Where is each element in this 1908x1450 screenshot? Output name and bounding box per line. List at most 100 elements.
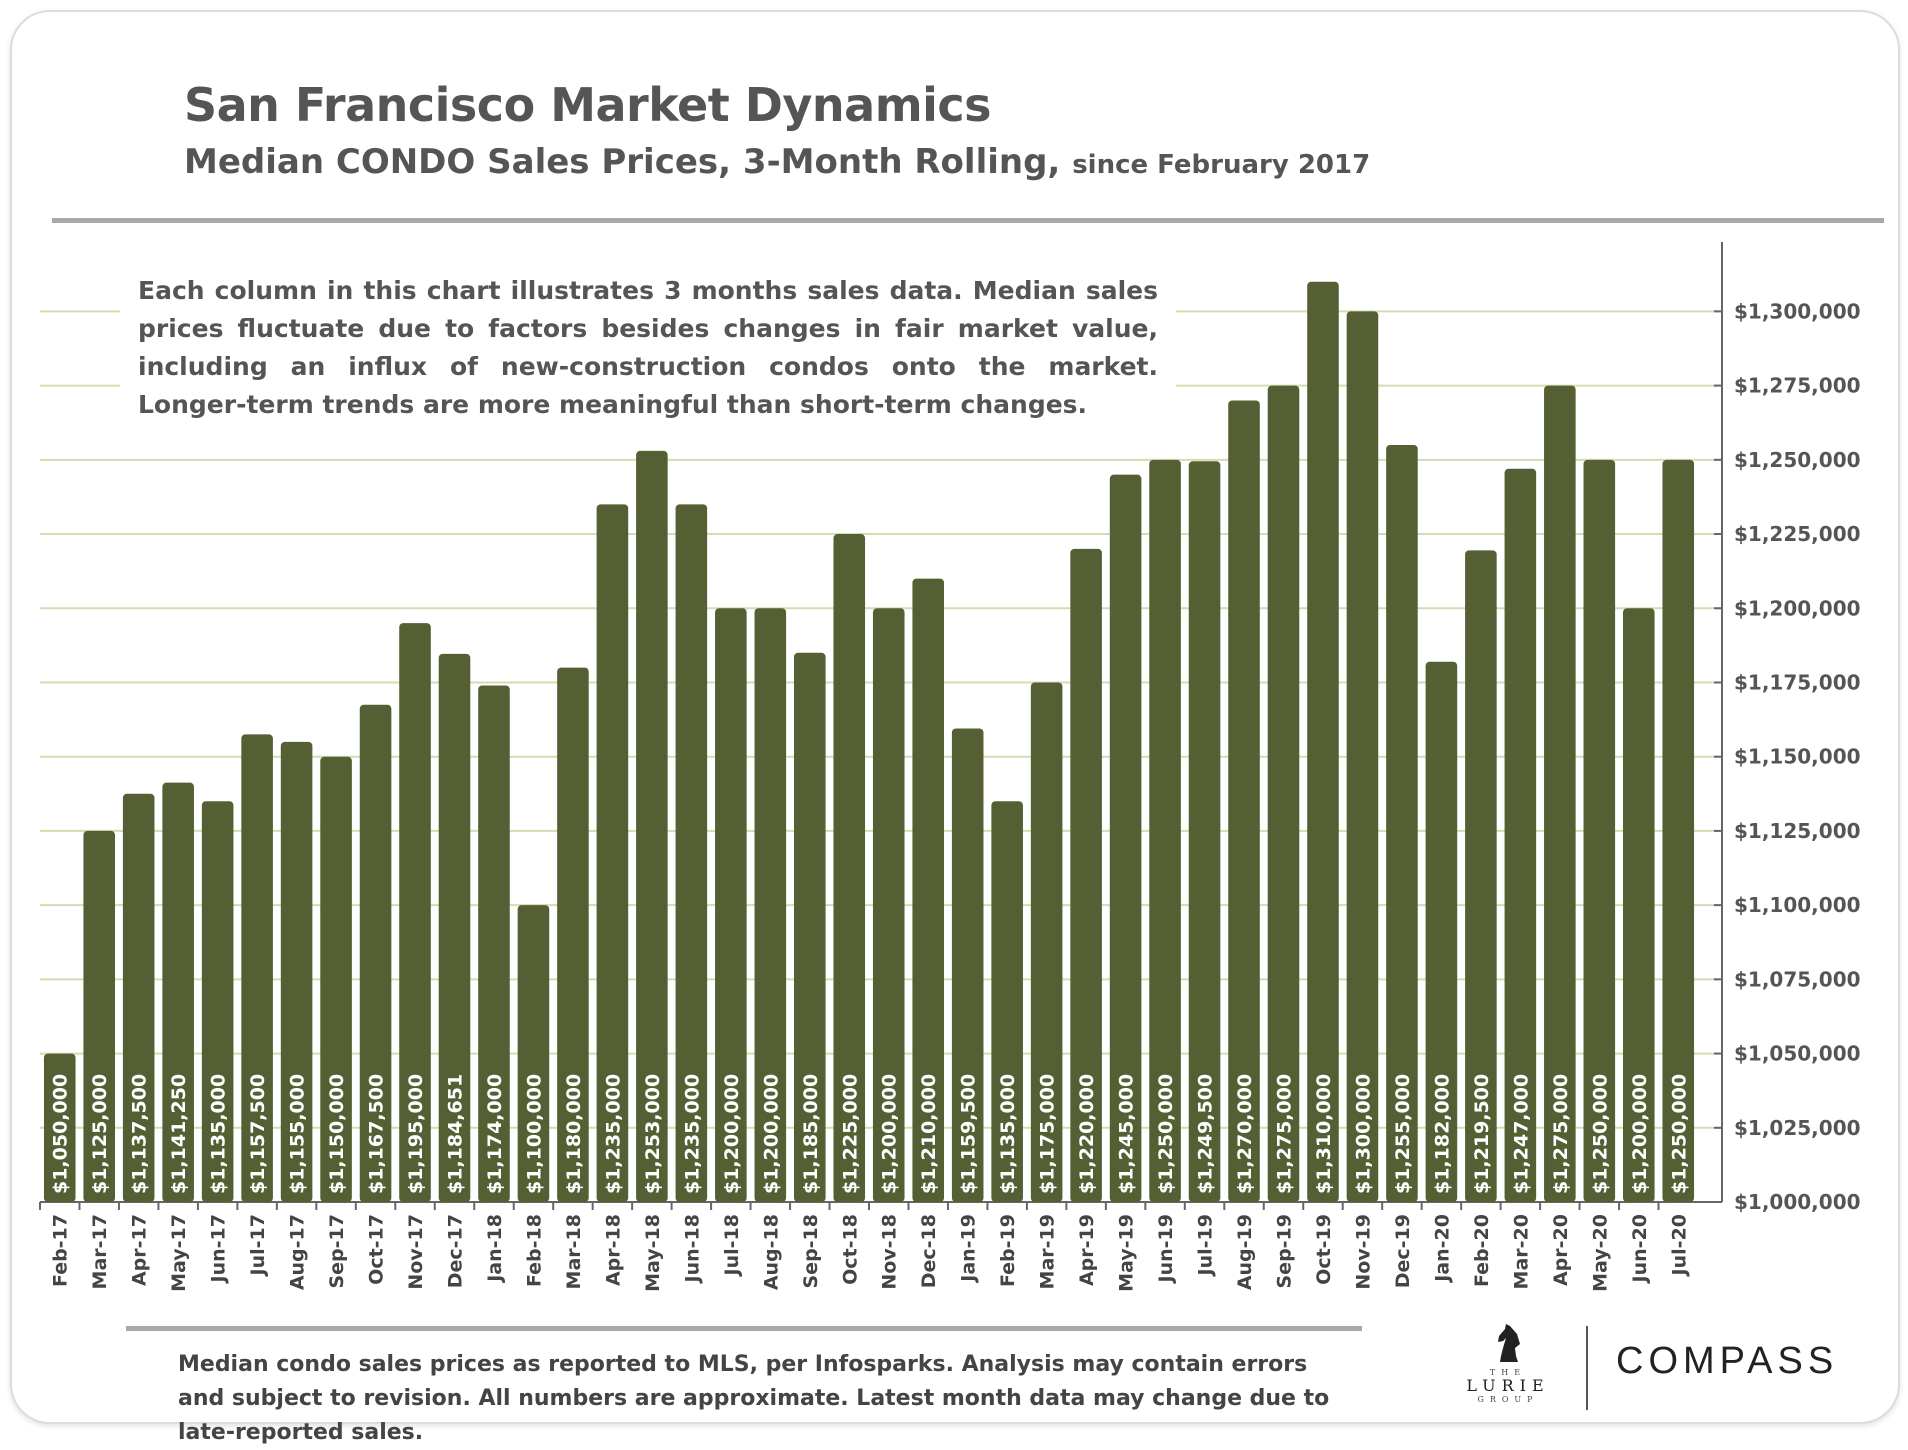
bar: [991, 801, 1023, 1202]
bar-data-label: $1,180,000: [563, 1074, 585, 1194]
x-tick-label: May-18: [642, 1214, 664, 1292]
x-tick-label: Oct-19: [1313, 1214, 1335, 1285]
y-tick-label: $1,225,000: [1734, 522, 1861, 546]
bar-data-label: $1,249,500: [1195, 1074, 1217, 1194]
bar-data-label: $1,225,000: [839, 1074, 861, 1194]
x-tick-label: Sep-19: [1274, 1214, 1296, 1289]
lurie-group: GROUP: [1477, 1395, 1539, 1404]
bar: [122, 793, 155, 1202]
y-tick-label: $1,025,000: [1734, 1116, 1861, 1140]
bar-data-label: $1,174,000: [484, 1074, 506, 1194]
bar: [1228, 400, 1260, 1202]
bar: [1188, 461, 1221, 1202]
x-tick-label: Nov-17: [405, 1214, 427, 1290]
bar: [715, 608, 747, 1202]
bar: [1307, 281, 1339, 1202]
bar: [557, 667, 589, 1202]
bar: [833, 534, 866, 1202]
subtitle-main: Median CONDO Sales Prices, 3-Month Rolli…: [184, 142, 1061, 182]
x-tick-label: May-20: [1589, 1214, 1611, 1292]
bar: [1346, 311, 1379, 1202]
x-tick-label: Aug-19: [1234, 1214, 1256, 1290]
x-tick-label: Mar-19: [1037, 1214, 1059, 1289]
x-tick-label: Feb-18: [523, 1214, 545, 1287]
bar: [754, 608, 787, 1202]
x-tick-label: Apr-18: [602, 1214, 624, 1286]
bar: [43, 1053, 76, 1202]
bar-data-label: $1,250,000: [1668, 1074, 1690, 1194]
bar-data-label: $1,200,000: [760, 1074, 782, 1194]
bar-data-label: $1,125,000: [89, 1074, 111, 1194]
bar: [83, 830, 116, 1202]
x-tick-label: Aug-17: [287, 1214, 309, 1290]
bar-data-label: $1,155,000: [287, 1074, 309, 1194]
x-tick-label: Jul-17: [247, 1214, 269, 1277]
bar: [1622, 608, 1655, 1202]
bar-data-label: $1,200,000: [721, 1074, 743, 1194]
x-tick-label: Nov-19: [1352, 1214, 1374, 1290]
bar: [1465, 550, 1497, 1202]
logo-divider: [1586, 1326, 1588, 1410]
bar-data-label: $1,195,000: [405, 1074, 427, 1194]
lurie-name: LURIE: [1466, 1376, 1550, 1395]
bar: [517, 905, 550, 1202]
x-tick-label: Jun-17: [208, 1214, 230, 1284]
footer-divider: [126, 1326, 1362, 1331]
bar-data-label: $1,100,000: [523, 1074, 545, 1194]
y-tick-label: $1,275,000: [1734, 374, 1861, 398]
bar-data-label: $1,253,000: [642, 1074, 664, 1194]
x-tick-label: Jun-18: [681, 1214, 703, 1284]
bar-data-label: $1,182,000: [1431, 1074, 1453, 1194]
chart-title: San Francisco Market Dynamics: [184, 78, 992, 132]
bar-data-label: $1,247,000: [1510, 1074, 1532, 1194]
bar: [636, 450, 668, 1202]
x-tick-label: Dec-18: [918, 1214, 940, 1288]
y-tick-label: $1,050,000: [1734, 1042, 1861, 1066]
bar: [1583, 459, 1616, 1202]
bar: [1267, 385, 1300, 1202]
chart-card: San Francisco Market Dynamics Median CON…: [10, 10, 1900, 1445]
bar-data-label: $1,050,000: [50, 1074, 72, 1194]
bar: [1030, 682, 1063, 1202]
bar-data-label: $1,150,000: [326, 1074, 348, 1194]
bar: [162, 782, 194, 1202]
bar-data-label: $1,137,500: [129, 1074, 151, 1194]
y-tick-label: $1,150,000: [1734, 745, 1861, 769]
bar: [1149, 459, 1181, 1202]
bar-data-label: $1,255,000: [1392, 1074, 1414, 1194]
chart-subtitle: Median CONDO Sales Prices, 3-Month Rolli…: [184, 142, 1370, 182]
bar-chart: $1,000,000 $1,025,000 $1,050,000 $1,075,000…: [39, 242, 1861, 1292]
bar: [1386, 444, 1418, 1202]
bar: [201, 801, 234, 1202]
bar-data-label: $1,235,000: [602, 1074, 624, 1194]
bar-data-label: $1,245,000: [1116, 1074, 1138, 1194]
lurie-the: THE: [1489, 1368, 1527, 1377]
y-tick-label: $1,250,000: [1734, 448, 1861, 472]
bar: [912, 578, 945, 1202]
bar-data-label: $1,300,000: [1352, 1074, 1374, 1194]
bar-data-label: $1,200,000: [1629, 1074, 1651, 1194]
bar: [1662, 459, 1695, 1202]
knight-icon: [1498, 1324, 1520, 1362]
x-tick-label: Jan-19: [958, 1214, 980, 1284]
x-tick-label: Nov-18: [879, 1214, 901, 1290]
x-tick-label: Feb-20: [1471, 1214, 1493, 1287]
bar: [793, 652, 826, 1202]
x-tick-label: Mar-17: [89, 1214, 111, 1289]
bar: [596, 504, 629, 1202]
bar: [320, 756, 352, 1202]
x-tick-label: Jun-19: [1155, 1214, 1177, 1284]
y-tick-label: $1,100,000: [1734, 893, 1861, 917]
bar-data-label: $1,235,000: [681, 1074, 703, 1194]
x-tick-label: Jul-20: [1668, 1214, 1690, 1277]
bar: [1070, 548, 1102, 1202]
bar: [359, 704, 392, 1202]
x-tick-label: Jul-18: [721, 1214, 743, 1277]
y-tick-label: $1,200,000: [1734, 596, 1861, 620]
x-tick-label: Mar-20: [1510, 1214, 1532, 1289]
bar-data-label: $1,135,000: [208, 1074, 230, 1194]
x-tick-label: Apr-20: [1550, 1214, 1572, 1286]
bar: [1544, 385, 1576, 1202]
x-tick-label: Feb-19: [997, 1214, 1019, 1287]
bar: [241, 734, 273, 1202]
